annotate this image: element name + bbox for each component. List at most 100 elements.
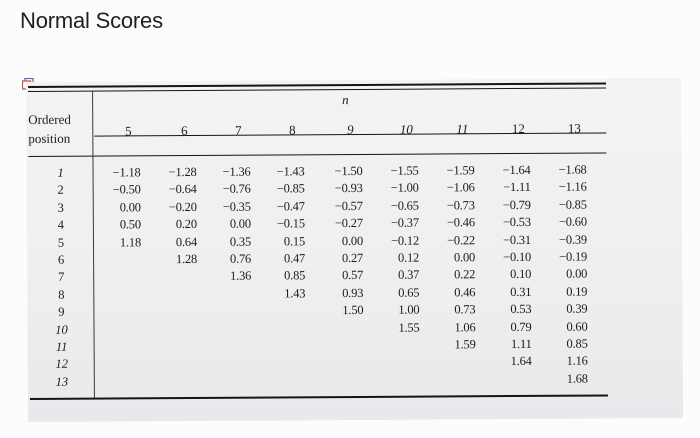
score-cell: 0.35 [229,234,252,249]
score-cell: 0.47 [283,251,306,266]
score-cell: 0.10 [510,267,532,282]
score-cell: 0.19 [566,284,588,299]
page-title: Normal Scores [20,8,163,33]
score-cell: 0.22 [454,267,476,282]
position-label-6: 6 [57,252,65,267]
column-header-n-7: 7 [235,122,242,138]
position-label-2: 2 [57,183,64,198]
score-cell: −1.36 [222,164,251,179]
score-cell: −0.20 [168,199,197,214]
score-cell: −0.53 [502,215,531,230]
score-cell: 0.00 [119,200,141,215]
score-cell: 1.18 [119,234,142,250]
score-cell: −1.18 [112,165,141,180]
score-cell: 0.46 [454,285,476,300]
score-cell: −0.64 [168,182,197,197]
score-cell: −0.10 [503,249,532,265]
score-cell: −0.19 [559,249,588,264]
score-cell: −1.00 [390,180,419,196]
score-cell: 0.60 [566,319,588,334]
column-header-rule [28,152,607,157]
column-header-n-6: 6 [181,123,188,139]
score-cell: −0.46 [446,215,475,230]
score-cell: −0.47 [276,199,305,214]
score-cell: 0.00 [566,266,588,282]
score-cell: 1.28 [175,251,198,267]
score-cell: 0.31 [510,284,532,299]
table-top-rule-thin [28,87,607,92]
score-cell: −0.85 [558,197,587,212]
position-label-3: 3 [57,200,64,215]
score-cell: −0.15 [276,216,305,231]
score-cell: 0.39 [566,301,588,316]
score-cell: 1.00 [398,302,420,317]
score-cell: 1.06 [454,319,476,334]
score-cell: 0.50 [119,217,141,232]
position-label-12: 12 [55,357,69,372]
score-cell: 1.43 [284,286,306,301]
score-cell: 0.76 [229,251,252,266]
score-cell: 0.20 [175,217,197,232]
score-cell: −1.28 [168,164,197,180]
column-header-n-11: 11 [456,121,469,137]
position-label-7: 7 [58,270,65,285]
score-cell: 1.36 [230,269,252,284]
score-cell: 1.11 [510,336,532,352]
score-cell: 1.16 [566,353,588,369]
column-headers: 5 6 7 8 9 10 11 12 13 [26,78,681,139]
position-label-11: 11 [55,339,68,354]
column-header-n-10: 10 [399,121,413,137]
score-cell: −0.12 [390,233,420,248]
position-label-1: 1 [57,165,64,180]
score-cell: −1.59 [446,163,475,178]
column-header-n-5: 5 [125,123,132,139]
score-cell: 0.15 [283,233,306,249]
score-cell: 0.65 [398,285,420,300]
position-label-5: 5 [57,235,65,250]
normal-scores-grid: −1.18 −0.50 0.00 0.50 1.18 −1.28 −0.64 −0.20 0.2… [26,78,681,386]
score-cell: −1.64 [502,162,531,178]
position-label-8: 8 [58,287,65,302]
position-label-13: 13 [55,374,69,389]
score-cell: −1.16 [558,179,587,195]
score-cell: −1.11 [503,180,531,195]
score-cell: −0.31 [502,232,532,247]
score-cell: 0.93 [342,285,364,300]
score-cell: 1.50 [342,303,364,318]
score-cell: 1.55 [398,320,420,335]
column-header-n-8: 8 [289,122,296,138]
score-cell: 1.64 [510,354,532,369]
score-cell: 0.00 [229,216,251,231]
table-bottom-rule [29,394,608,400]
score-cell: −0.85 [276,181,305,196]
score-cell: −0.37 [390,215,419,230]
n-label: n [342,92,349,108]
score-cell: 0.00 [341,233,364,248]
score-cell: −0.76 [222,182,251,197]
row-header-label: Ordered position [28,110,90,148]
score-cell: −0.65 [390,198,419,213]
score-cell: −0.39 [558,232,588,247]
score-cell: −0.27 [334,216,363,231]
score-cell: 0.27 [341,250,364,266]
column-header-n-13: 13 [567,120,581,136]
score-cell: 0.57 [342,268,364,283]
score-cell: −0.50 [112,182,141,197]
score-cell: 0.00 [453,250,476,265]
score-cell: −0.93 [334,181,363,196]
position-column: 1 2 3 4 5 6 7 8 9 10 11 12 13 [26,78,681,389]
row-header-divider [92,91,95,398]
score-cell: −0.35 [222,199,251,214]
row-header-line-position: position [28,130,71,146]
position-label-10: 10 [55,322,68,337]
score-cell: 1.59 [454,337,476,352]
score-cell: 0.79 [510,319,532,334]
column-header-n-12: 12 [511,120,525,137]
position-label-9: 9 [58,304,65,319]
score-cell: −0.22 [446,232,476,248]
score-cell: −1.55 [390,163,419,178]
score-cell: 0.53 [510,302,532,317]
score-cell: 0.12 [397,250,420,265]
score-cell: 0.64 [175,234,198,249]
